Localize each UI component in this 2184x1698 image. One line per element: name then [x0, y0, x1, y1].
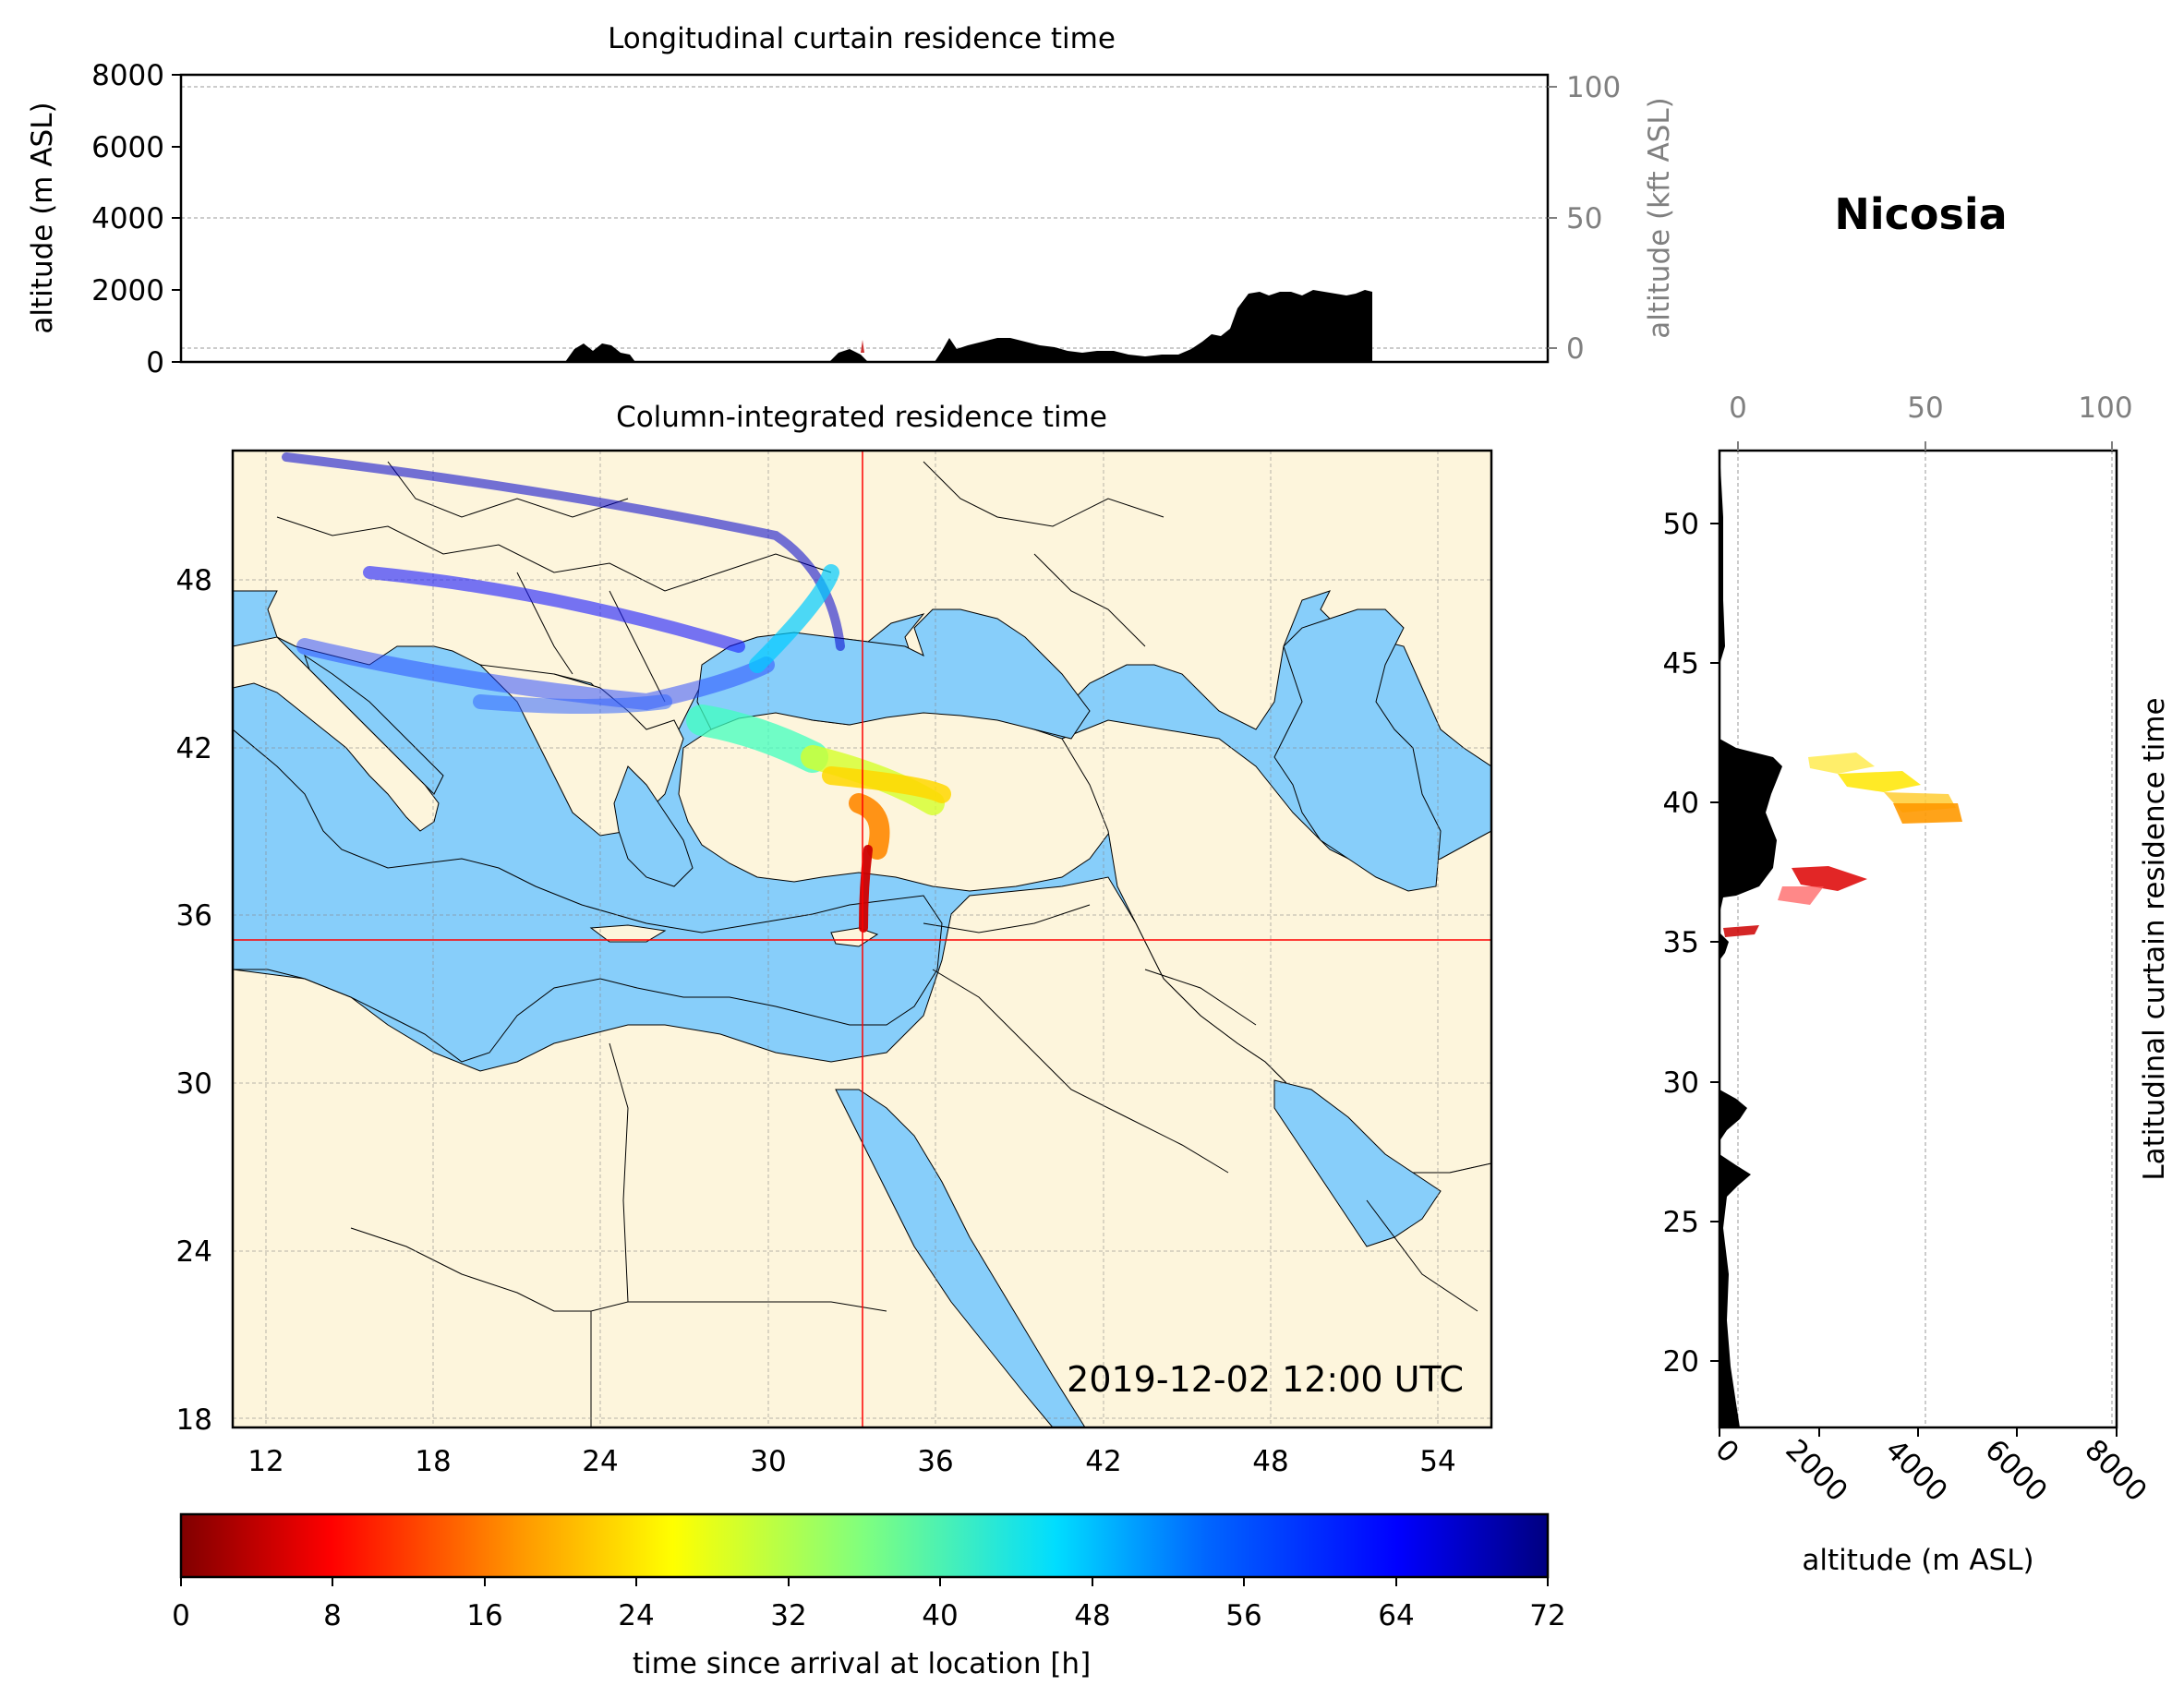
x-tick-label: 8000 — [2078, 1433, 2153, 1508]
aegean-sea — [613, 765, 694, 887]
x-tick-label: 2000 — [1779, 1433, 1853, 1508]
y-tick-label: 8000 — [91, 59, 164, 92]
residence-plume — [282, 452, 951, 933]
colorbar-tick-label: 8 — [323, 1599, 342, 1632]
colorbar-gradient — [179, 1512, 1550, 1579]
latitudinal-panel: 20 25 30 35 40 45 50 0 50 100 0 2000 400… — [1663, 391, 2171, 1577]
country-borders — [276, 461, 1478, 1427]
lat-tick-label: 30 — [176, 1067, 212, 1101]
lat-tick-label: 30 — [1663, 1066, 1699, 1100]
x-tick-label: 4000 — [1878, 1433, 1953, 1508]
location-title: Nicosia — [1834, 189, 2007, 239]
colorbar-tick-label: 32 — [770, 1599, 806, 1632]
map-panel: Column-integrated residence time — [176, 401, 1493, 1478]
colorbar-label: time since arrival at location [h] — [633, 1647, 1091, 1680]
map-title: Column-integrated residence time — [616, 401, 1107, 434]
map-frame — [231, 449, 1493, 1429]
lat-tick-label: 40 — [1663, 787, 1699, 820]
y-tick-label: 6000 — [91, 131, 164, 164]
lon-tick-label: 30 — [750, 1445, 786, 1478]
colorbar-tick-label: 56 — [1225, 1599, 1261, 1632]
colorbar-tick-label: 72 — [1529, 1599, 1565, 1632]
colorbar: 0 8 16 24 32 40 48 56 64 72 time since a… — [172, 1512, 1566, 1680]
colorbar-tick-label: 48 — [1074, 1599, 1110, 1632]
colorbar-tick-label: 24 — [618, 1599, 654, 1632]
black-sea — [696, 608, 1091, 740]
y-tick-label: 2000 — [91, 274, 164, 307]
latitudinal-xlabel: altitude (m ASL) — [1802, 1544, 2033, 1577]
longitudinal-ylabel: altitude (m ASL) — [26, 102, 59, 333]
lat-tick-label: 18 — [176, 1403, 212, 1437]
latitudinal-title: Latitudinal curtain residence time — [2138, 697, 2171, 1180]
lat-tick-label: 45 — [1663, 647, 1699, 680]
lon-tick-label: 36 — [917, 1445, 953, 1478]
x2-tick-label: 50 — [1907, 391, 1943, 425]
lat-tick-label: 36 — [176, 899, 212, 933]
lat-tick-label: 48 — [176, 564, 212, 597]
colorbar-tick-label: 16 — [466, 1599, 502, 1632]
x-tick-label: 6000 — [1978, 1433, 2053, 1508]
timestamp-label: 2019-12-02 12:00 UTC — [1067, 1359, 1464, 1400]
lon-tick-label: 24 — [582, 1445, 618, 1478]
latitudinal-frame — [1718, 449, 2118, 1429]
mediterranean-sea — [233, 729, 943, 1063]
x2-tick-label: 0 — [1729, 391, 1747, 425]
lat-tick-label: 25 — [1663, 1206, 1699, 1239]
lat-tick-label: 42 — [176, 732, 212, 765]
y2-tick-label: 50 — [1566, 202, 1602, 235]
lon-tick-label: 18 — [415, 1445, 451, 1478]
adriatic-sea — [304, 654, 444, 795]
lon-tick-label: 48 — [1252, 1445, 1288, 1478]
lat-tick-label: 50 — [1663, 508, 1699, 541]
lon-tick-label: 42 — [1085, 1445, 1121, 1478]
longitudinal-terrain — [565, 290, 1372, 362]
longitudinal-y2label: altitude (kft ASL) — [1643, 97, 1676, 338]
latitudinal-plume — [1723, 753, 1962, 937]
caspian-sea — [1273, 608, 1442, 892]
latitudinal-terrain — [1719, 451, 1782, 1427]
colorbar-tick-label: 0 — [172, 1599, 190, 1632]
lat-tick-label: 20 — [1663, 1345, 1699, 1379]
y-tick-label: 0 — [146, 346, 164, 379]
y2-tick-label: 100 — [1566, 71, 1621, 104]
x-tick-label: 0 — [1708, 1433, 1744, 1469]
colorbar-tick-label: 40 — [922, 1599, 958, 1632]
lon-tick-label: 12 — [247, 1445, 284, 1478]
red-sea — [835, 1089, 1086, 1427]
longitudinal-panel: Longitudinal curtain residence time 0 20… — [26, 22, 1676, 379]
lat-tick-label: 35 — [1663, 926, 1699, 959]
x2-tick-label: 100 — [2078, 391, 2132, 425]
longitudinal-title: Longitudinal curtain residence time — [608, 22, 1116, 55]
y-tick-label: 4000 — [91, 202, 164, 235]
longitudinal-plume — [861, 340, 864, 353]
colorbar-tick-label: 64 — [1378, 1599, 1414, 1632]
lon-tick-label: 54 — [1419, 1445, 1455, 1478]
lat-tick-label: 24 — [176, 1235, 212, 1269]
y2-tick-label: 0 — [1566, 332, 1585, 366]
